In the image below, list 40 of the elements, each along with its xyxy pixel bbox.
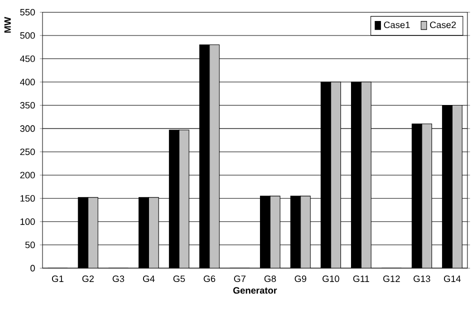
x-tick-label: G4 [143,276,155,282]
bar [178,130,190,268]
x-tick-label: G8 [264,276,276,282]
y-tick-label: 300 [20,125,35,132]
bar [148,197,159,268]
bar [270,196,280,268]
y-tick-label: 250 [20,148,35,156]
bar [452,105,462,268]
x-tick-label: G7 [234,276,246,282]
x-tick-label: G10 [322,276,340,282]
x-tick-label: G2 [82,276,94,282]
x-tick-label: G12 [383,276,400,282]
y-tick-label: 350 [20,102,35,109]
y-tick-label: 550 [20,9,35,16]
bar [88,197,98,268]
legend-label: Case1 [384,22,410,28]
x-tick-label: G3 [112,276,124,282]
y-tick-label: 450 [20,56,35,62]
bar [209,44,220,268]
y-tick-label: 0 [30,265,35,272]
x-tick-label: G13 [414,276,430,282]
bar [422,124,432,268]
y-tick-label: 400 [20,78,35,86]
x-axis-title: Generator [233,287,277,294]
y-tick-label: 150 [20,195,35,202]
x-tick-label: G9 [294,276,306,282]
bar [300,196,311,268]
y-tick-label: 200 [20,172,35,178]
x-tick-label: G14 [444,276,461,282]
y-tick-label: 500 [20,32,35,39]
x-tick-label: G6 [204,276,216,282]
legend-label: Case2 [430,22,456,28]
y-axis-title: MW [4,17,11,33]
y-tick-label: 50 [25,242,35,248]
bar [360,82,372,268]
x-tick-label: G11 [353,276,370,282]
x-tick-label: G5 [173,276,185,282]
y-tick-label: 100 [20,218,35,226]
bar [330,82,342,268]
x-tick-label: G1 [52,276,64,282]
